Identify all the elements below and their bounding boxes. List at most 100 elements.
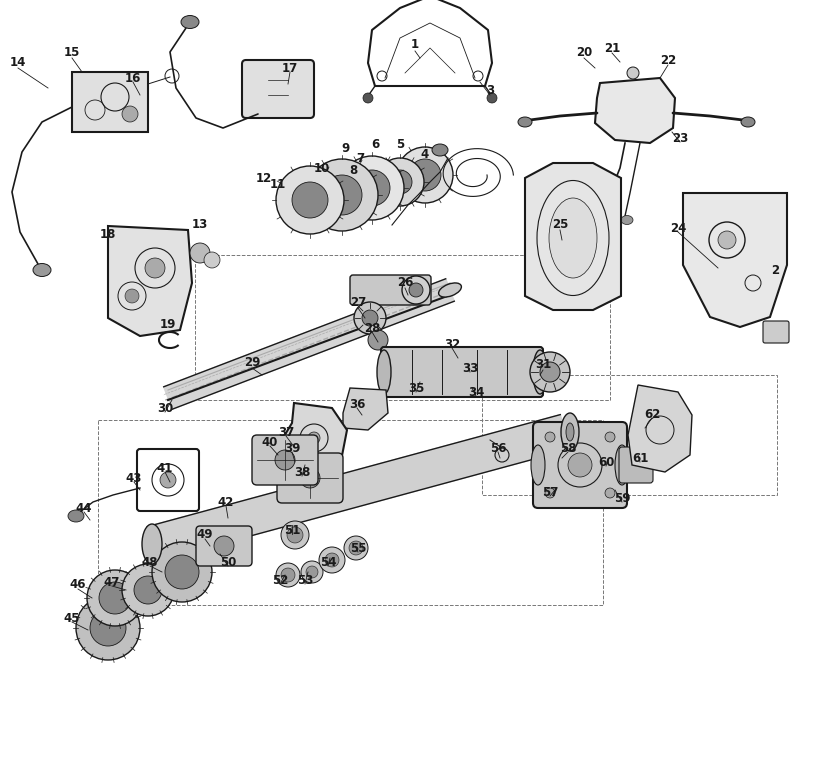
FancyBboxPatch shape xyxy=(242,60,314,118)
Text: 14: 14 xyxy=(10,55,26,68)
Text: 28: 28 xyxy=(364,322,380,335)
Ellipse shape xyxy=(377,350,391,394)
Circle shape xyxy=(409,159,441,191)
Text: 12: 12 xyxy=(256,172,272,184)
Circle shape xyxy=(388,170,412,194)
Ellipse shape xyxy=(518,117,532,127)
FancyBboxPatch shape xyxy=(381,347,543,397)
Text: 32: 32 xyxy=(444,339,460,351)
Text: 16: 16 xyxy=(125,71,141,84)
Circle shape xyxy=(165,555,199,589)
Text: 36: 36 xyxy=(349,398,365,411)
Text: 5: 5 xyxy=(396,138,404,152)
Text: 18: 18 xyxy=(100,228,117,241)
Ellipse shape xyxy=(587,261,607,275)
Circle shape xyxy=(281,568,295,582)
Text: 13: 13 xyxy=(192,219,209,231)
Circle shape xyxy=(354,170,390,206)
Text: 25: 25 xyxy=(552,219,568,231)
Circle shape xyxy=(344,536,368,560)
Circle shape xyxy=(362,310,378,326)
Circle shape xyxy=(308,432,320,444)
Text: 51: 51 xyxy=(284,524,300,537)
Text: 31: 31 xyxy=(534,358,551,371)
Bar xyxy=(482,375,777,495)
Circle shape xyxy=(122,564,174,616)
Circle shape xyxy=(545,488,555,498)
Text: 8: 8 xyxy=(349,163,357,177)
Text: 34: 34 xyxy=(468,386,484,398)
Circle shape xyxy=(397,147,453,203)
Polygon shape xyxy=(683,193,787,327)
Circle shape xyxy=(87,570,143,626)
Polygon shape xyxy=(525,163,621,310)
Ellipse shape xyxy=(566,423,574,441)
FancyBboxPatch shape xyxy=(252,435,318,485)
FancyBboxPatch shape xyxy=(350,275,431,305)
Text: 56: 56 xyxy=(490,442,507,455)
Polygon shape xyxy=(280,403,347,480)
Text: 11: 11 xyxy=(270,178,287,191)
Circle shape xyxy=(306,159,378,231)
Circle shape xyxy=(276,166,344,234)
Ellipse shape xyxy=(181,15,199,29)
Text: 10: 10 xyxy=(314,162,330,175)
Circle shape xyxy=(76,596,140,660)
Circle shape xyxy=(292,182,328,218)
Text: 59: 59 xyxy=(614,492,631,505)
FancyBboxPatch shape xyxy=(619,447,653,483)
Text: 57: 57 xyxy=(542,486,558,499)
Circle shape xyxy=(718,231,736,249)
Text: 4: 4 xyxy=(421,149,429,162)
Text: 20: 20 xyxy=(576,46,592,58)
Text: 46: 46 xyxy=(70,578,86,591)
Circle shape xyxy=(301,561,323,583)
Circle shape xyxy=(530,352,570,392)
Circle shape xyxy=(402,276,430,304)
Circle shape xyxy=(125,289,139,303)
Polygon shape xyxy=(595,78,675,143)
Text: 21: 21 xyxy=(604,42,620,55)
Text: 2: 2 xyxy=(771,263,779,276)
Circle shape xyxy=(276,563,300,587)
Ellipse shape xyxy=(68,510,84,522)
Text: 62: 62 xyxy=(644,408,660,421)
Text: 29: 29 xyxy=(244,355,260,369)
FancyBboxPatch shape xyxy=(196,526,252,566)
Text: 33: 33 xyxy=(462,361,478,374)
Text: 35: 35 xyxy=(408,382,424,395)
Ellipse shape xyxy=(615,445,629,485)
Circle shape xyxy=(90,610,126,646)
Text: 17: 17 xyxy=(282,61,298,74)
Text: 55: 55 xyxy=(350,541,366,555)
Text: 49: 49 xyxy=(197,528,213,541)
Text: 37: 37 xyxy=(277,426,294,439)
Text: 58: 58 xyxy=(560,442,576,455)
Circle shape xyxy=(99,582,131,614)
Circle shape xyxy=(275,450,295,470)
Text: 50: 50 xyxy=(220,556,236,568)
Text: 22: 22 xyxy=(660,53,677,67)
Circle shape xyxy=(204,252,220,268)
Text: 26: 26 xyxy=(397,276,413,288)
Polygon shape xyxy=(108,226,192,336)
Ellipse shape xyxy=(621,216,633,225)
Circle shape xyxy=(322,175,362,215)
Circle shape xyxy=(605,432,615,442)
Text: 39: 39 xyxy=(284,442,300,455)
Circle shape xyxy=(190,243,210,263)
Polygon shape xyxy=(163,279,454,409)
Text: 44: 44 xyxy=(76,502,92,515)
Circle shape xyxy=(152,542,212,602)
Circle shape xyxy=(368,330,388,350)
Circle shape xyxy=(281,521,309,549)
Text: 53: 53 xyxy=(297,574,313,587)
Text: 30: 30 xyxy=(157,402,173,414)
Ellipse shape xyxy=(533,350,547,394)
Circle shape xyxy=(363,93,373,103)
Text: 43: 43 xyxy=(126,471,142,484)
FancyBboxPatch shape xyxy=(763,321,789,343)
Ellipse shape xyxy=(438,283,461,297)
Polygon shape xyxy=(628,385,692,472)
Circle shape xyxy=(160,472,176,488)
